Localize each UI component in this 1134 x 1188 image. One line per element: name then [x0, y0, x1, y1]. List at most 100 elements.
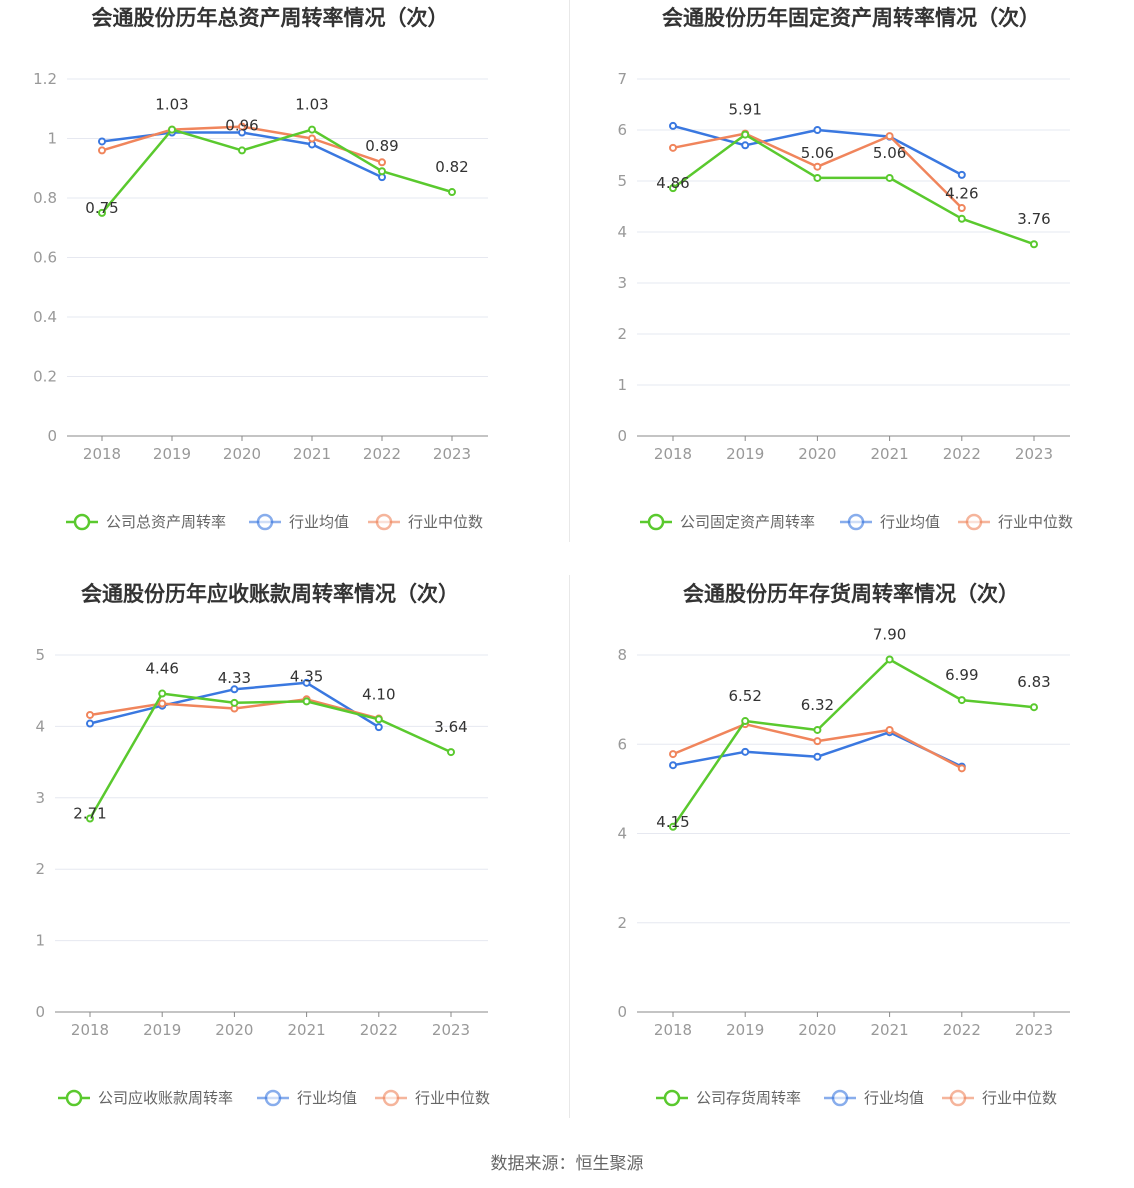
- legend-label-median: 行业中位数: [998, 513, 1073, 531]
- series-line-company: [101, 128, 453, 214]
- point-avg: [230, 685, 239, 694]
- x-tick-label: 2018: [654, 1021, 692, 1039]
- data-label: 0.82: [435, 158, 468, 176]
- point-company: [813, 173, 822, 182]
- data-source-note: 数据来源：恒生聚源: [490, 1154, 644, 1174]
- y-tick-label: 6: [617, 735, 627, 753]
- point-company: [1030, 703, 1038, 712]
- y-tick-label: 3: [35, 789, 45, 807]
- y-tick-label: 2: [35, 860, 45, 878]
- point-company: [885, 655, 894, 664]
- data-label: 0.75: [85, 199, 118, 217]
- point-company: [669, 822, 677, 831]
- data-label: 7.90: [873, 625, 906, 643]
- data-label: 4.86: [656, 174, 689, 192]
- legend-label-median: 行业中位数: [415, 1089, 490, 1107]
- y-tick-label: 0: [617, 1003, 627, 1021]
- legend-marker-avg: [256, 513, 274, 531]
- chart-title: 会通股份历年固定资产周转率情况（次）: [662, 6, 1040, 30]
- y-tick-label: 0: [47, 427, 57, 445]
- legend-label-median: 行业中位数: [982, 1089, 1057, 1107]
- point-company: [302, 697, 311, 706]
- point-company: [1030, 240, 1038, 249]
- point-median: [813, 162, 822, 171]
- point-avg: [302, 678, 311, 687]
- point-company: [168, 125, 176, 134]
- x-tick-label: 2022: [943, 1021, 981, 1039]
- point-avg: [957, 170, 966, 179]
- point-median: [158, 699, 167, 708]
- legend-label-company: 公司总资产周转率: [106, 513, 226, 531]
- point-median: [669, 750, 677, 759]
- y-tick-label: 8: [617, 646, 627, 664]
- y-tick-label: 2: [617, 914, 627, 932]
- data-label: 4.46: [145, 660, 178, 678]
- point-company: [669, 184, 677, 193]
- data-label: 5.06: [801, 144, 834, 162]
- y-tick-label: 1.2: [33, 70, 57, 88]
- point-median: [378, 158, 386, 167]
- point-company: [741, 130, 750, 139]
- series-line-company: [88, 692, 452, 820]
- legend-marker-avg: [831, 1089, 849, 1107]
- point-median: [98, 146, 106, 155]
- y-tick-label: 0.2: [33, 368, 57, 386]
- data-label: 3.76: [1017, 210, 1050, 228]
- data-label: 5.91: [728, 101, 761, 119]
- point-avg: [813, 126, 822, 134]
- data-label: 4.33: [218, 669, 251, 687]
- y-tick-label: 5: [617, 172, 627, 190]
- legend-marker-company: [65, 1089, 83, 1107]
- y-tick-label: 0: [617, 427, 627, 445]
- y-tick-label: 0: [35, 1003, 45, 1021]
- data-label: 1.03: [295, 96, 328, 114]
- data-label: 6.32: [801, 696, 834, 714]
- y-tick-label: 0.8: [33, 189, 57, 207]
- panel-divider-bottom: [569, 575, 570, 1118]
- y-tick-label: 1: [35, 932, 45, 950]
- point-median: [957, 764, 966, 773]
- point-avg: [741, 141, 750, 150]
- point-company: [448, 188, 456, 197]
- y-tick-label: 4: [617, 825, 627, 843]
- point-company: [813, 725, 822, 734]
- y-tick-label: 6: [617, 121, 627, 139]
- legend-marker-company: [73, 513, 91, 531]
- x-tick-label: 2023: [1015, 445, 1053, 463]
- x-tick-label: 2022: [360, 1021, 398, 1039]
- point-median: [238, 122, 246, 131]
- x-tick-label: 2018: [83, 445, 121, 463]
- y-tick-label: 1: [617, 376, 627, 394]
- legend-marker-company: [663, 1089, 681, 1107]
- y-tick-label: 4: [617, 223, 627, 241]
- point-median: [813, 737, 822, 746]
- y-tick-label: 1: [47, 130, 57, 148]
- legend-label-avg: 行业均值: [880, 513, 940, 531]
- legend-label-avg: 行业均值: [864, 1089, 924, 1107]
- legend-marker-median: [382, 1089, 400, 1107]
- y-tick-label: 7: [617, 70, 627, 88]
- point-avg: [669, 121, 677, 130]
- panel-divider-top: [569, 0, 570, 542]
- point-company: [374, 715, 383, 724]
- series-line-company: [671, 658, 1035, 828]
- x-tick-label: 2021: [288, 1021, 326, 1039]
- data-label: 4.35: [290, 667, 323, 685]
- point-avg: [741, 747, 750, 756]
- x-tick-label: 2022: [943, 445, 981, 463]
- data-label: 4.15: [656, 813, 689, 831]
- point-median: [308, 134, 316, 143]
- y-tick-label: 4: [35, 717, 45, 735]
- point-avg: [374, 723, 383, 732]
- point-company: [230, 698, 239, 707]
- point-company: [741, 717, 750, 726]
- point-company: [378, 167, 386, 176]
- point-median: [86, 710, 94, 719]
- data-label: 6.99: [945, 666, 978, 684]
- legend-label-avg: 行业均值: [297, 1089, 357, 1107]
- y-tick-label: 5: [35, 646, 45, 664]
- point-company: [98, 208, 106, 217]
- point-median: [669, 143, 677, 152]
